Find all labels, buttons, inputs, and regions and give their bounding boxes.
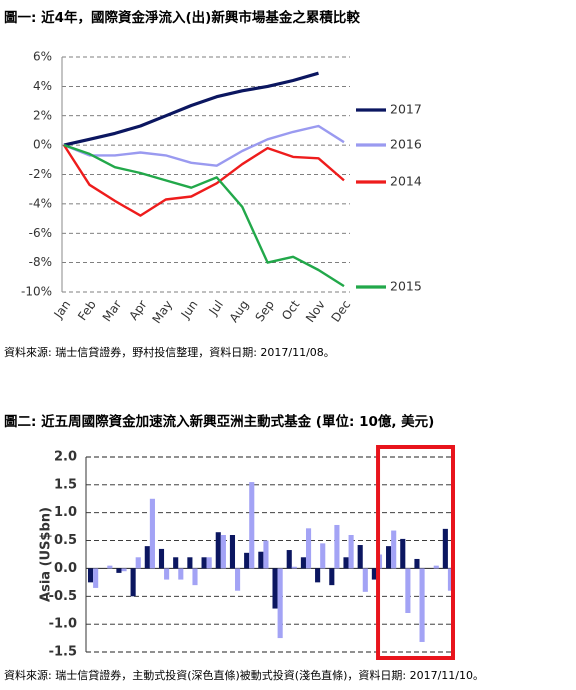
y-tick-label: -6% — [29, 226, 52, 240]
highlight-box — [376, 445, 455, 660]
y-tick-label: -1.0 — [49, 617, 77, 632]
bar — [229, 535, 236, 569]
chart-title: 圖二: 近五周國際資金加速流入新興亞洲主動式基金 (單位: 10億, 美元) — [4, 413, 434, 430]
bar — [305, 528, 312, 569]
series-line — [63, 143, 345, 288]
y-tick-label: -4% — [29, 196, 52, 210]
bar — [121, 568, 127, 572]
bar — [263, 540, 269, 569]
bar — [291, 566, 297, 569]
bar — [215, 532, 221, 569]
bar — [164, 568, 170, 580]
bar — [272, 568, 278, 609]
bar — [329, 568, 335, 586]
x-tick-label: Feb — [75, 298, 99, 323]
legend-label: 2014 — [390, 174, 422, 189]
bar — [334, 524, 340, 569]
bar — [258, 551, 264, 569]
bar — [135, 557, 141, 569]
bar — [277, 568, 283, 639]
bar — [201, 557, 207, 569]
series-line — [63, 124, 345, 167]
source-note: 資料來源: 瑞士信貸證券，主動式投資(深色直條)被動式投資(淺色直條)，資料日期… — [4, 668, 484, 682]
y-tick-label: 2% — [33, 108, 52, 122]
x-tick-label: Sep — [253, 298, 277, 325]
y-axis-label: Asia (US$bn) — [39, 507, 54, 602]
bar — [386, 546, 392, 569]
y-tick-label: 1.5 — [54, 477, 77, 492]
x-tick-label: Nov — [303, 298, 328, 325]
x-tick-label: Apr — [126, 298, 149, 323]
y-tick-label: 4% — [33, 79, 52, 93]
x-tick-label: Jan — [51, 298, 74, 322]
bar — [400, 538, 406, 569]
legend-label: 2016 — [390, 137, 422, 152]
bar — [362, 568, 368, 592]
y-tick-label: 0.0 — [54, 561, 77, 576]
bar — [130, 568, 136, 597]
bar — [107, 565, 113, 569]
x-tick-label: Aug — [227, 298, 252, 325]
bar — [405, 568, 411, 613]
bar — [442, 528, 448, 569]
bar — [93, 568, 99, 588]
bar — [343, 557, 349, 569]
legend-label: 2015 — [390, 279, 422, 294]
bar — [235, 568, 241, 591]
bar — [315, 568, 321, 583]
bar — [220, 535, 226, 569]
bar — [286, 550, 292, 569]
bar — [249, 482, 255, 569]
bar — [187, 557, 193, 569]
bar — [433, 565, 439, 569]
y-tick-label: -10% — [21, 285, 52, 299]
bar — [348, 535, 354, 569]
y-tick-label: 1.0 — [54, 505, 77, 520]
bar — [371, 568, 377, 580]
y-tick-label: -2% — [29, 167, 52, 181]
y-tick-label: -0.5 — [49, 589, 77, 604]
bar — [300, 557, 306, 569]
bar — [419, 568, 425, 642]
y-tick-label: -1.5 — [49, 645, 77, 660]
bar — [116, 568, 122, 573]
bar — [357, 545, 363, 569]
x-tick-label: Dec — [329, 298, 354, 325]
y-tick-label: 6% — [33, 50, 52, 64]
bar — [244, 552, 250, 569]
y-tick-label: 2.0 — [54, 450, 77, 465]
bar — [178, 568, 184, 580]
bar — [192, 568, 198, 586]
x-tick-label: Jul — [206, 298, 226, 319]
bar — [206, 557, 212, 569]
chart-title: 圖一: 近4年，國際資金淨流入(出)新興市場基金之累積比較 — [4, 9, 360, 26]
bar — [414, 558, 420, 569]
bar — [320, 543, 326, 569]
y-tick-label: 0.5 — [54, 533, 77, 548]
bar — [87, 568, 94, 583]
bar — [173, 557, 179, 569]
bar — [144, 546, 150, 569]
x-tick-label: Jun — [178, 298, 201, 322]
series-line — [63, 71, 319, 147]
x-tick-label: Oct — [279, 297, 303, 322]
source-note: 資料來源: 瑞士信貸證券，野村投信整理，資料日期: 2017/11/08。 — [4, 345, 335, 359]
bar — [391, 530, 397, 569]
x-tick-label: May — [149, 298, 175, 326]
y-tick-label: -8% — [29, 255, 52, 269]
bar — [149, 498, 155, 569]
bar — [158, 548, 165, 569]
x-tick-label: Mar — [100, 298, 124, 325]
legend-label: 2017 — [390, 102, 422, 117]
bar — [447, 568, 454, 591]
series-line — [62, 144, 345, 217]
y-tick-label: 0% — [33, 138, 52, 152]
